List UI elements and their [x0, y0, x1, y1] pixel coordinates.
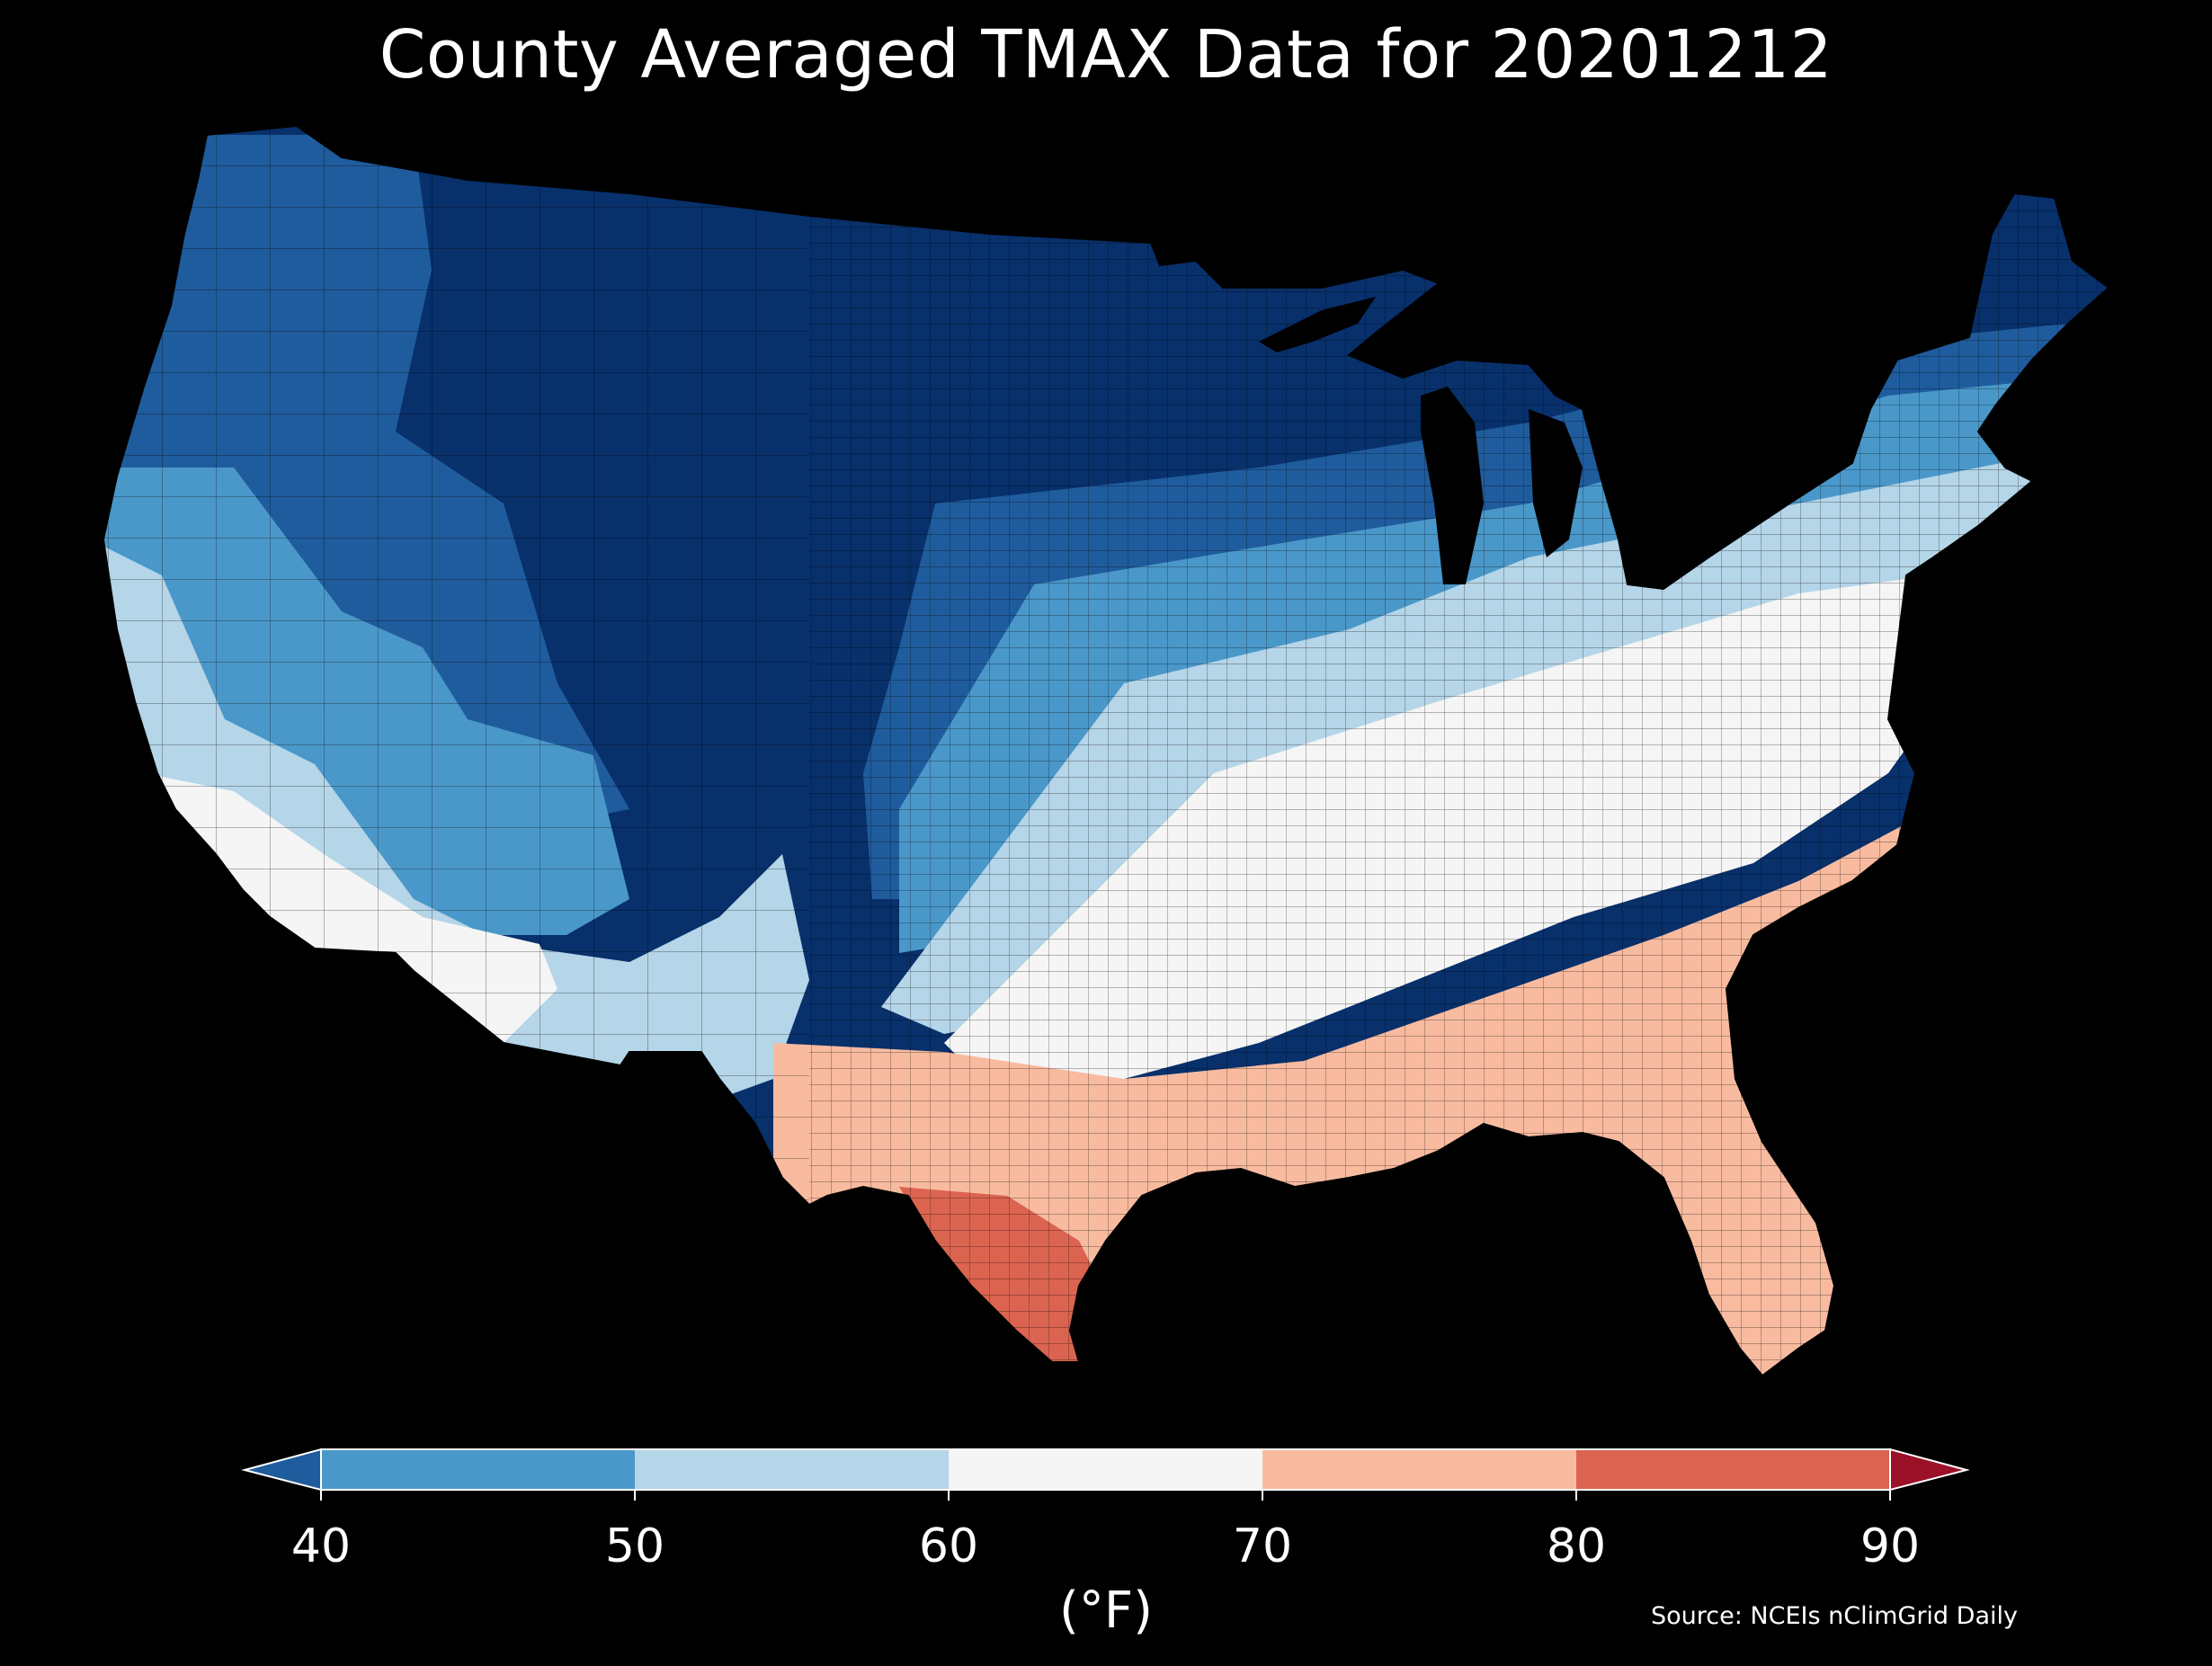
source-credit: Source: NCEIs nClimGrid Daily: [1651, 1602, 2018, 1630]
colorbar-tick-label: 70: [1233, 1519, 1292, 1573]
colorbar-tick-label: 50: [605, 1519, 664, 1573]
colorbar-bin: [1576, 1449, 1890, 1490]
colorbar-tick-label: 60: [919, 1519, 978, 1573]
lake-superior: [1259, 297, 1376, 352]
colorbar-extend-under: [241, 1448, 322, 1492]
colorbar-bin: [949, 1449, 1262, 1490]
colorbar-extend-over: [1889, 1448, 1970, 1492]
colorbar-tick-label: 80: [1547, 1519, 1606, 1573]
colorbar-frame: [320, 1448, 1891, 1491]
colorbar-bin: [635, 1449, 949, 1490]
colorbar-tick-label: 90: [1860, 1519, 1920, 1573]
map-title: County Averaged TMAX Data for 20201212: [379, 16, 1833, 94]
lake-huron: [1529, 409, 1583, 557]
colorbar-unit-label: (°F): [1059, 1581, 1153, 1640]
colorbar-bin: [1262, 1449, 1576, 1490]
colorbar-tick-label: 40: [291, 1519, 351, 1573]
lake-michigan: [1421, 387, 1484, 584]
colorbar-bin: [321, 1449, 635, 1490]
